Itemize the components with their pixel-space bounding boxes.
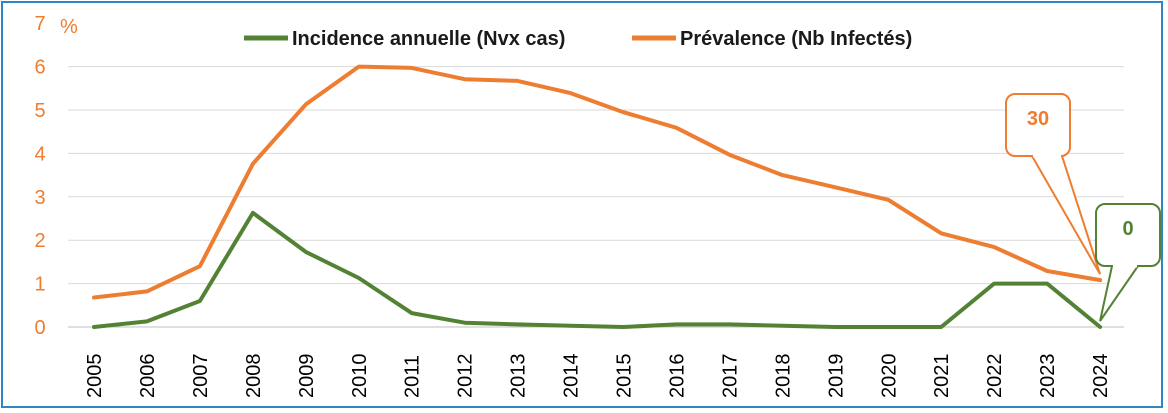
x-tick-label: 2024 <box>1090 354 1112 399</box>
x-tick-label: 2021 <box>931 354 953 399</box>
x-tick-label: 2012 <box>455 353 477 398</box>
callouts: 30 0 <box>1005 93 1161 322</box>
callout-prevalence-pointer <box>1030 155 1102 275</box>
x-tick-label: 2019 <box>825 354 847 399</box>
callout-incidence-pointer <box>1099 265 1140 322</box>
gridlines <box>68 66 1124 328</box>
x-tick-label: 2013 <box>508 354 530 399</box>
series-line-prevalence <box>92 64 1103 300</box>
legend-label-incidence: Incidence annuelle (Nvx cas) <box>292 28 565 50</box>
callout-prevalence-label: 30 <box>1027 108 1049 130</box>
x-tick-label: 2018 <box>772 354 794 399</box>
x-tick-label: 2015 <box>614 354 636 399</box>
y-tick-label: 7 <box>34 13 45 35</box>
callout-prevalence: 30 <box>1005 93 1102 275</box>
x-tick-label: 2022 <box>984 354 1006 399</box>
x-tick-label: 2008 <box>243 354 265 399</box>
x-tick-label: 2023 <box>1037 354 1059 399</box>
x-axis-ticks: 2005 2006 2007 2008 2009 2010 2011 2012 2013 2014… <box>84 353 1112 398</box>
y-tick-label: 1 <box>34 274 45 296</box>
x-tick-label: 2020 <box>878 354 900 399</box>
x-tick-label: 2009 <box>296 354 318 399</box>
y-axis-ticks: 0 1 2 3 4 5 6 7 <box>34 13 45 339</box>
y-tick-label: 5 <box>34 100 45 122</box>
x-tick-label: 2016 <box>666 354 688 399</box>
y-axis-unit: % <box>60 16 78 38</box>
x-tick-label: 2007 <box>190 354 212 399</box>
y-tick-label: 0 <box>34 317 45 339</box>
legend-label-prevalence: Prévalence (Nb Infectés) <box>680 28 912 50</box>
series-line-incidence <box>92 210 1103 329</box>
y-tick-label: 6 <box>34 57 45 79</box>
legend: Incidence annuelle (Nvx cas) Prévalence … <box>244 28 912 50</box>
x-tick-label: 2017 <box>719 354 741 399</box>
x-tick-label: 2010 <box>349 354 371 399</box>
x-tick-label: 2011 <box>402 355 424 398</box>
series-lines <box>92 64 1103 329</box>
callout-incidence: 0 <box>1095 203 1161 322</box>
x-tick-label: 2005 <box>84 354 106 399</box>
x-tick-label: 2006 <box>137 354 159 399</box>
y-tick-label: 4 <box>34 143 45 165</box>
y-tick-label: 3 <box>34 187 45 209</box>
y-tick-label: 2 <box>34 230 45 252</box>
x-tick-label: 2014 <box>561 354 583 399</box>
callout-incidence-label: 0 <box>1122 218 1133 240</box>
